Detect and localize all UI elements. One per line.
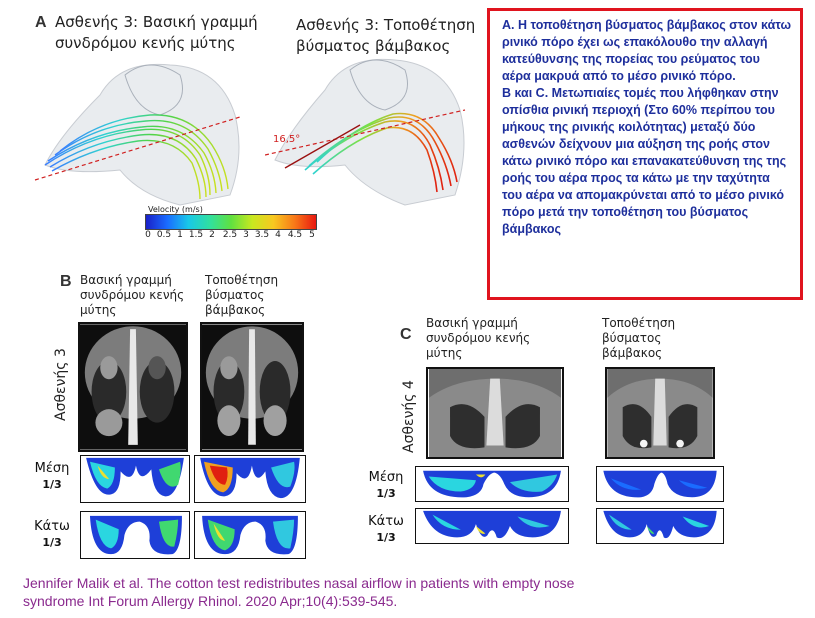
panel-b-flow-lower-cotton (194, 511, 306, 559)
panel-a-letter: A (35, 14, 47, 31)
velocity-colorbar (145, 214, 317, 230)
tick-8: 4 (275, 230, 281, 240)
panel-c-flow-middle-cotton (596, 466, 724, 502)
panel-c-ct-baseline (426, 367, 564, 459)
tick-0: 0 (145, 230, 151, 240)
panel-a-left-streamlines (34, 63, 241, 206)
panel-c-letter: C (400, 326, 412, 343)
tick-10: 5 (309, 230, 315, 240)
velocity-colorbar-title: Velocity (m/s) (148, 205, 203, 214)
velocity-colorbar-ticks: 0 0.5 1 1.5 2 2.5 3 3.5 4 4.5 5 (145, 230, 315, 242)
tick-6: 3 (243, 230, 249, 240)
tick-2: 1 (177, 230, 183, 240)
tick-7: 3.5 (254, 230, 270, 240)
tick-5: 2.5 (222, 230, 238, 240)
panel-b-flow-middle-cotton (194, 455, 306, 503)
panel-b-patient-label: Ασθενής 3 (53, 348, 69, 421)
panel-c-patient-label: Ασθενής 4 (401, 380, 417, 453)
panel-b-flow-middle-baseline (80, 455, 190, 503)
panel-b-middle-label: Μέση 1/3 (34, 461, 70, 491)
explanation-paragraph-bc: B και C. Μετωπιαίες τομές που λήφθηκαν σ… (502, 86, 787, 236)
panel-b-ct-baseline (78, 322, 188, 452)
tick-3: 1.5 (188, 230, 204, 240)
panel-c-left-title: Βασική γραμμή συνδρόμου κενής μύτης (426, 316, 531, 360)
panel-c-lower-label: Κάτω 1/3 (368, 514, 404, 544)
tick-4: 2 (209, 230, 215, 240)
angle-label: 16,5° (273, 134, 300, 145)
tick-1: 0.5 (156, 230, 172, 240)
explanation-paragraph-a: A. Η τοποθέτηση βύσματος βάμβακος στον κ… (502, 18, 792, 83)
panel-b-lower-label: Κάτω 1/3 (34, 519, 70, 549)
citation: Jennifer Malik et al. The cotton test re… (23, 575, 575, 609)
panel-b-ct-cotton (200, 322, 304, 452)
panel-c-ct-cotton (605, 367, 715, 459)
panel-a-right-title: Ασθενής 3: Τοποθέτηση βύσματος βάμβακος (296, 16, 476, 55)
panel-c-flow-lower-baseline (415, 508, 569, 544)
panel-b-letter: B (60, 273, 72, 290)
panel-b-flow-lower-baseline (80, 511, 190, 559)
tick-9: 4.5 (287, 230, 303, 240)
panel-c-middle-label: Μέση 1/3 (368, 470, 404, 500)
panel-c-flow-middle-baseline (415, 466, 569, 502)
panel-b-left-title: Βασική γραμμή συνδρόμου κενής μύτης (80, 273, 185, 317)
panel-c-right-title: Τοποθέτηση βύσματος βάμβακος (602, 316, 676, 360)
panel-a-left-title: Ασθενής 3: Βασική γραμμή συνδρόμου κενής… (55, 13, 258, 52)
panel-a-right-streamlines: 16,5° (265, 58, 466, 206)
explanation-box: A. Η τοποθέτηση βύσματος βάμβακος στον κ… (487, 8, 803, 300)
panel-c-flow-lower-cotton (596, 508, 724, 544)
panel-b-right-title: Τοποθέτηση βύσματος βάμβακος (205, 273, 279, 317)
